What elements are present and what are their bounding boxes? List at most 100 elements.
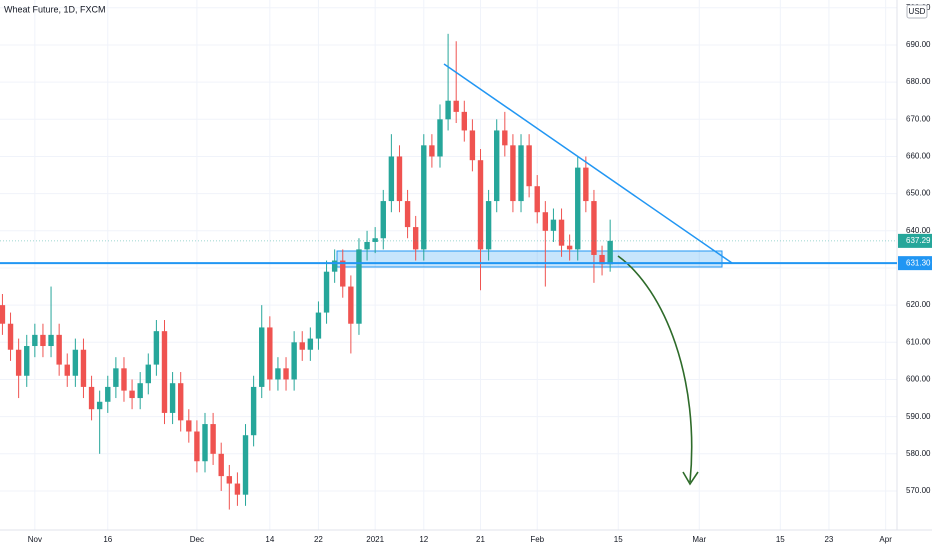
candle-body bbox=[607, 240, 613, 265]
candle-body bbox=[56, 334, 62, 365]
support-zone bbox=[336, 250, 723, 268]
drawings bbox=[443, 63, 733, 486]
candle-body bbox=[534, 186, 540, 213]
candle-body bbox=[105, 386, 111, 402]
candle-body bbox=[485, 201, 492, 250]
candle-body bbox=[558, 219, 565, 246]
candle-body bbox=[550, 219, 557, 231]
candle-body bbox=[518, 145, 524, 202]
candle-body bbox=[80, 349, 87, 387]
x-tick-label: 15 bbox=[776, 535, 785, 544]
candle-body bbox=[283, 368, 289, 380]
candle-body bbox=[259, 327, 265, 387]
candle-body bbox=[250, 386, 257, 436]
candle-body bbox=[48, 334, 54, 347]
candle-body bbox=[331, 260, 338, 272]
candle-body bbox=[234, 483, 241, 495]
candle-body bbox=[129, 390, 135, 399]
candle-body bbox=[161, 331, 168, 413]
x-tick-label: Feb bbox=[530, 535, 544, 544]
candles bbox=[0, 33, 613, 510]
candle-body bbox=[194, 431, 200, 462]
candle-body bbox=[591, 201, 597, 255]
candle-body bbox=[356, 249, 362, 324]
candle-body bbox=[121, 368, 127, 391]
candle-body bbox=[542, 212, 549, 231]
price-label-box bbox=[898, 233, 932, 248]
y-tick-label: 660.00 bbox=[906, 152, 931, 161]
y-tick-label: 610.00 bbox=[906, 337, 931, 346]
candle-body bbox=[218, 453, 224, 477]
y-tick-label: 670.00 bbox=[906, 114, 931, 123]
x-tick-label: 12 bbox=[419, 535, 428, 544]
y-tick-label: 680.00 bbox=[906, 77, 931, 86]
x-tick-label: 23 bbox=[824, 535, 833, 544]
candle-body bbox=[453, 100, 459, 112]
candle-body bbox=[275, 368, 281, 380]
x-tick-label: Dec bbox=[190, 535, 204, 544]
y-tick-label: 600.00 bbox=[906, 375, 931, 384]
candle-body bbox=[15, 349, 22, 376]
candle-body bbox=[404, 201, 411, 228]
candle-body bbox=[307, 338, 314, 350]
candle-body bbox=[396, 156, 403, 202]
candle-body bbox=[186, 420, 192, 432]
candle-body bbox=[177, 383, 184, 421]
y-tick-label: 580.00 bbox=[906, 449, 931, 458]
candle-body bbox=[315, 312, 322, 339]
candle-body bbox=[202, 424, 208, 462]
candle-body bbox=[88, 386, 95, 410]
candle-body bbox=[291, 342, 297, 380]
candle-body bbox=[96, 401, 103, 410]
x-tick-label: 2021 bbox=[366, 535, 384, 544]
forecast-arrow bbox=[617, 255, 693, 483]
candle-body bbox=[340, 260, 346, 287]
candle-body bbox=[348, 286, 354, 324]
candle-body bbox=[32, 334, 38, 347]
trend-line bbox=[443, 63, 733, 264]
candle-body bbox=[40, 334, 46, 347]
candle-body bbox=[583, 167, 589, 202]
y-tick-label: 590.00 bbox=[906, 412, 931, 421]
y-tick-label: 620.00 bbox=[906, 300, 931, 309]
candle-body bbox=[0, 305, 6, 324]
candle-body bbox=[494, 130, 500, 202]
price-label: 631.30 bbox=[906, 258, 931, 267]
y-tick-label: 690.00 bbox=[906, 40, 931, 49]
candle-body bbox=[364, 241, 370, 250]
y-tick-label: 570.00 bbox=[906, 486, 931, 495]
candle-body bbox=[210, 424, 216, 454]
candle-body bbox=[510, 145, 516, 202]
candle-body bbox=[429, 145, 435, 157]
candle-body bbox=[469, 130, 476, 161]
candle-body bbox=[526, 145, 532, 187]
x-tick-label: 15 bbox=[614, 535, 623, 544]
price-label-box bbox=[898, 256, 932, 271]
x-tick-label: 16 bbox=[103, 535, 112, 544]
candle-body bbox=[477, 160, 484, 250]
candle-body bbox=[267, 327, 273, 380]
y-tick-label: 650.00 bbox=[906, 189, 931, 198]
candle-body bbox=[299, 342, 305, 350]
candle-body bbox=[599, 254, 605, 265]
candle-body bbox=[145, 364, 151, 384]
candle-body bbox=[7, 323, 14, 350]
candle-body bbox=[437, 119, 443, 157]
x-tick-label: 14 bbox=[265, 535, 274, 544]
x-tick-label: Mar bbox=[692, 535, 706, 544]
candle-body bbox=[372, 238, 378, 242]
candle-body bbox=[388, 156, 395, 202]
candle-body bbox=[421, 145, 427, 250]
x-tick-label: 22 bbox=[314, 535, 323, 544]
drawings bbox=[336, 250, 723, 268]
candle-body bbox=[24, 346, 30, 376]
candle-body bbox=[323, 271, 330, 313]
candle-body bbox=[412, 227, 419, 250]
price-label: 637.29 bbox=[906, 236, 931, 245]
candle-body bbox=[137, 383, 143, 399]
candle-body bbox=[566, 245, 573, 250]
candle-body bbox=[113, 368, 119, 387]
x-tick-label: Apr bbox=[879, 535, 892, 544]
